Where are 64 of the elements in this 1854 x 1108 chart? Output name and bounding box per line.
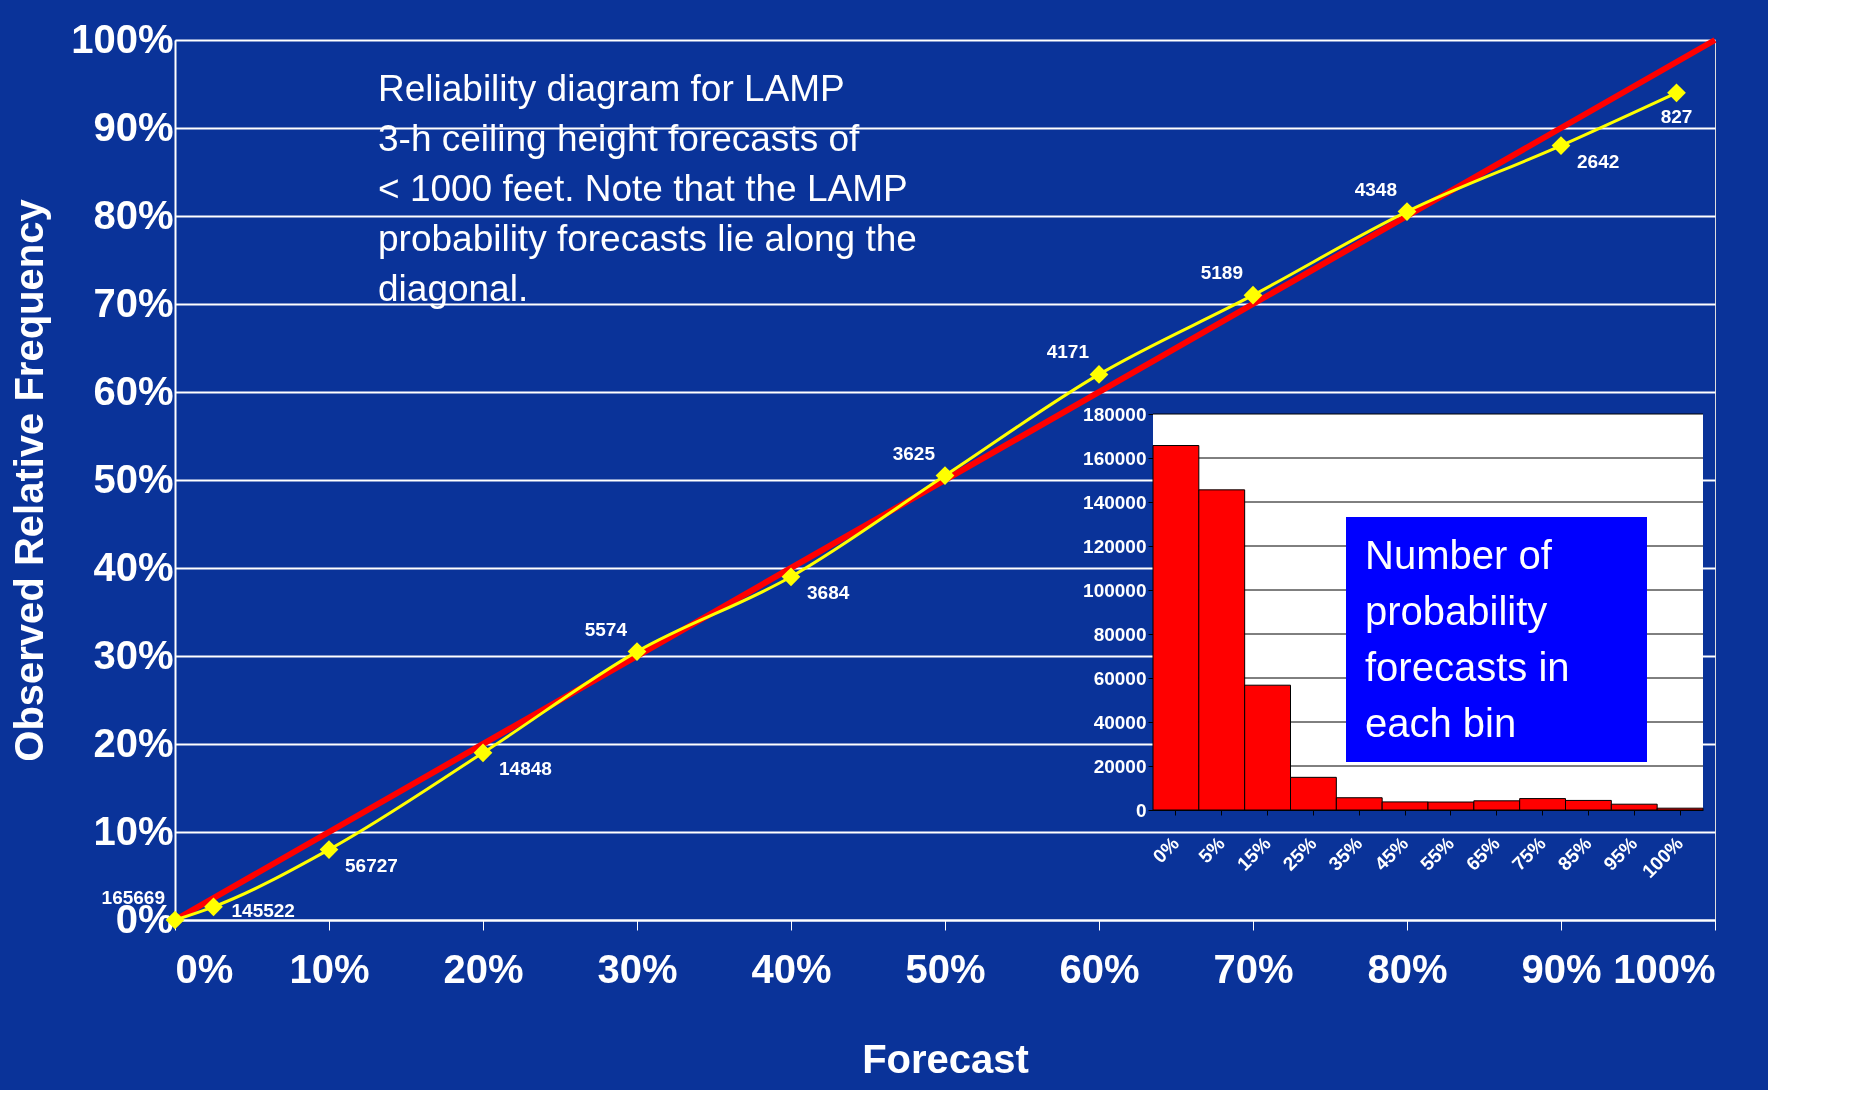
annotation: 56727 bbox=[345, 854, 398, 876]
y-tick-label: 100% bbox=[71, 16, 174, 61]
x-tick-label: 75% bbox=[1507, 832, 1550, 875]
y-tick-label: 60% bbox=[93, 368, 174, 413]
x-tick-label: 35% bbox=[1324, 832, 1367, 875]
x-tick-label: 5% bbox=[1194, 832, 1229, 867]
x-tick-label: 45% bbox=[1370, 832, 1413, 875]
y-axis-title: Observed Relative Frequency bbox=[7, 198, 52, 762]
point bbox=[781, 567, 801, 587]
x-tick-label: 85% bbox=[1553, 832, 1596, 875]
y-tick-label: 40% bbox=[93, 544, 174, 589]
annotation: 4171 bbox=[1046, 341, 1090, 363]
x-tick-label: 10% bbox=[289, 946, 370, 991]
point bbox=[473, 743, 493, 763]
x-tick-label: 80% bbox=[1367, 946, 1448, 991]
point bbox=[1397, 202, 1417, 221]
annotation: Number of probability forecasts in each bin bbox=[1365, 533, 1570, 745]
y-tick-label: 80000 bbox=[1093, 623, 1147, 645]
y-tick-label: 120000 bbox=[1083, 535, 1147, 557]
x-tick-label: 0% bbox=[1148, 832, 1184, 867]
y-tick-label: 0 bbox=[1135, 799, 1147, 821]
y-tick-label: 50% bbox=[93, 456, 174, 501]
point bbox=[1089, 365, 1109, 384]
point bbox=[204, 897, 223, 917]
y-tick-label: 70% bbox=[93, 280, 174, 325]
x-tick-label: 40% bbox=[751, 946, 832, 991]
point bbox=[319, 840, 339, 859]
y-tick-label: 20% bbox=[93, 720, 174, 765]
annotation: 3684 bbox=[807, 581, 850, 603]
point bbox=[1551, 136, 1571, 155]
annotation: 5574 bbox=[584, 618, 628, 640]
y-tick-label: 40000 bbox=[1093, 711, 1147, 733]
annotation: 14848 bbox=[499, 757, 552, 779]
annotation: 145522 bbox=[231, 899, 295, 921]
y-tick-label: 180000 bbox=[1083, 403, 1147, 425]
y-tick-label: 30% bbox=[93, 632, 174, 677]
y-tick-label: 160000 bbox=[1083, 447, 1147, 469]
annotation: 5189 bbox=[1200, 262, 1243, 284]
annotation: Reliability diagram for LAMP 3-h ceiling height forecasts of < 1000 feet. Note that the LAMP probability forecasts lie along the diagonal. bbox=[378, 68, 917, 309]
annotation: 4348 bbox=[1354, 178, 1397, 200]
x-tick-label: 20% bbox=[443, 946, 524, 991]
point bbox=[627, 642, 647, 661]
point bbox=[1667, 83, 1686, 103]
x-tick-label: 50% bbox=[905, 946, 986, 991]
y-tick-label: 100000 bbox=[1083, 579, 1147, 601]
x-axis-title: Forecast bbox=[862, 1036, 1029, 1081]
annotation: 2642 bbox=[1577, 150, 1620, 172]
x-tick-label: 0% bbox=[175, 946, 234, 991]
x-tick-label: 30% bbox=[597, 946, 678, 991]
x-tick-label: 100% bbox=[1613, 946, 1716, 991]
x-tick-label: 65% bbox=[1462, 832, 1504, 875]
annotation: 3625 bbox=[892, 442, 936, 464]
annotation: 827 bbox=[1660, 105, 1693, 127]
y-tick-label: 140000 bbox=[1083, 491, 1147, 513]
y-tick-label: 80% bbox=[93, 192, 174, 237]
y-tick-label: 20000 bbox=[1093, 755, 1147, 777]
x-tick-label: 70% bbox=[1213, 946, 1294, 991]
x-tick-label: 55% bbox=[1416, 832, 1459, 875]
y-tick-label: 90% bbox=[93, 104, 174, 149]
x-tick-label: 95% bbox=[1599, 832, 1642, 875]
y-tick-label: 60000 bbox=[1093, 667, 1147, 689]
x-tick-label: 90% bbox=[1521, 946, 1602, 991]
point bbox=[935, 466, 955, 485]
point bbox=[1243, 285, 1263, 305]
